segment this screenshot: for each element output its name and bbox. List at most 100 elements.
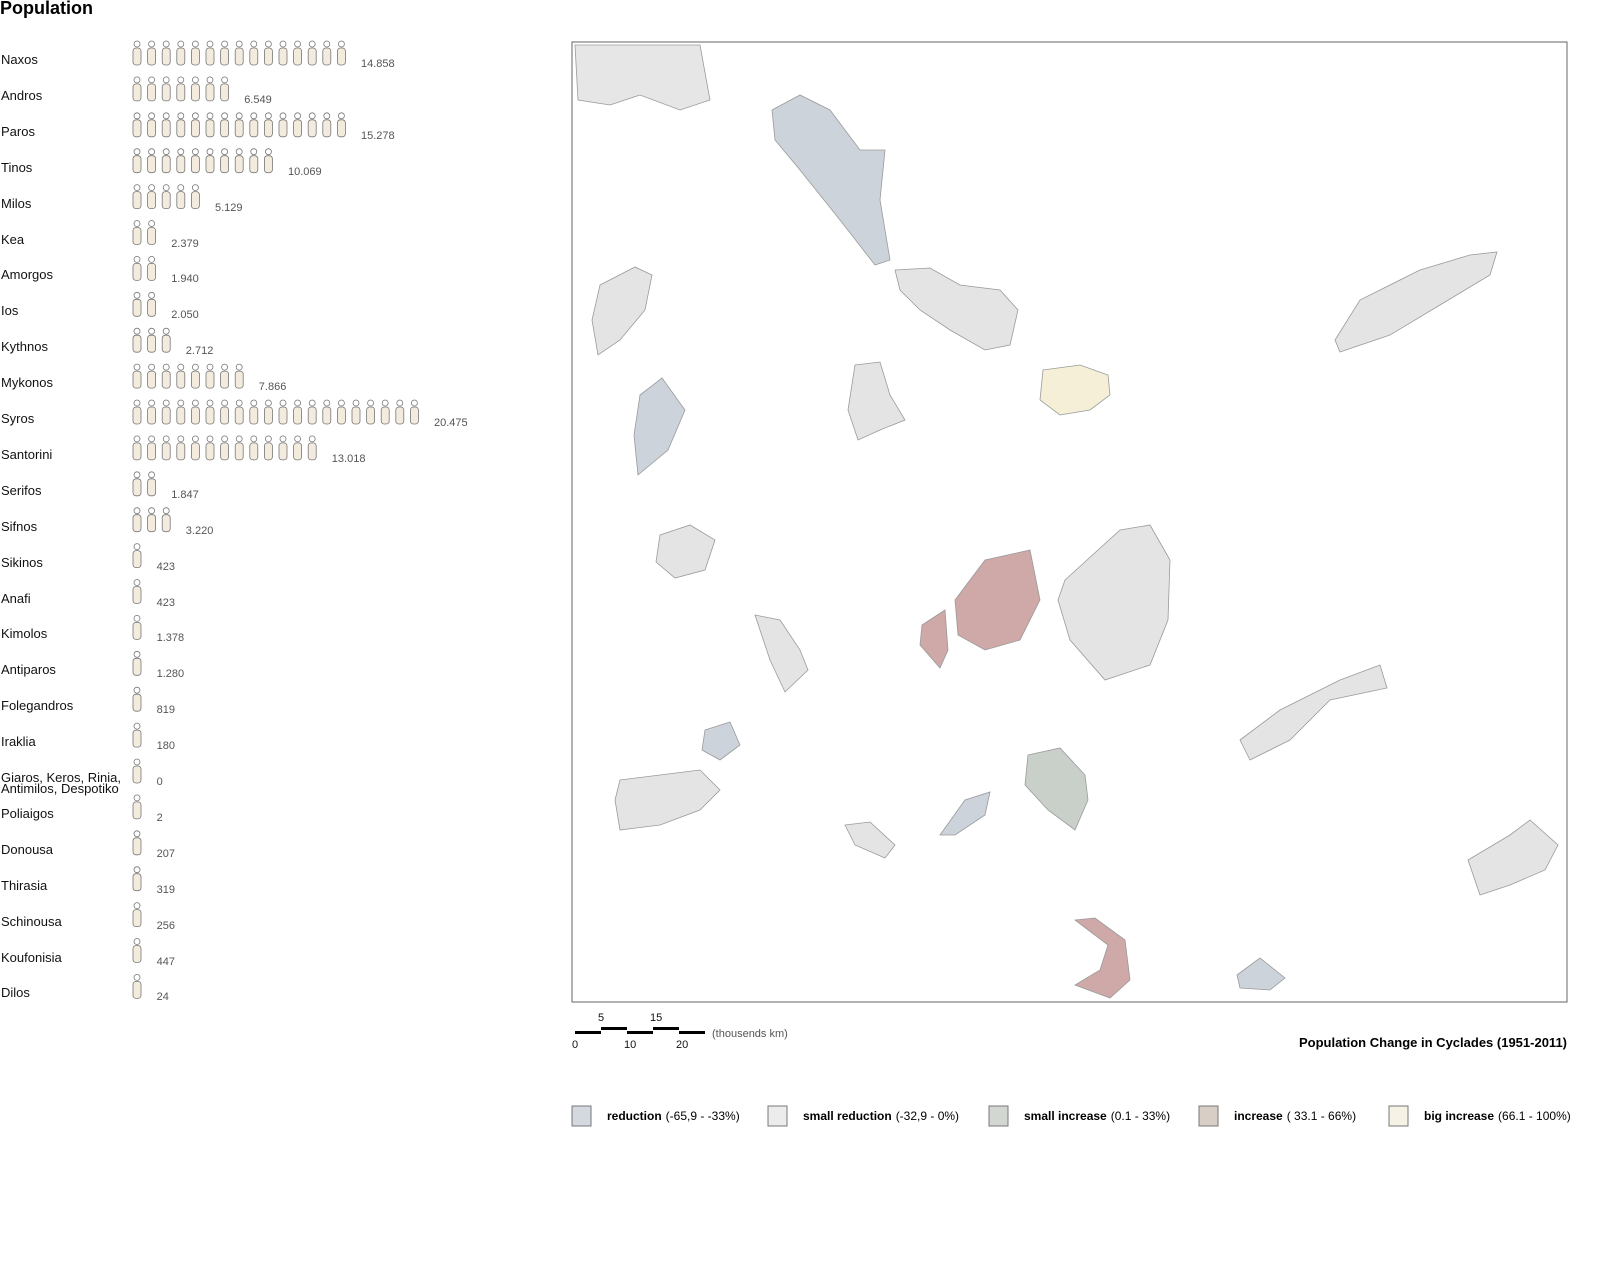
person-body (293, 119, 303, 138)
person-head (206, 40, 214, 48)
person-body (190, 442, 200, 461)
pictogram (132, 507, 171, 533)
person-head (191, 435, 199, 443)
person-head (162, 112, 170, 120)
population-label: 1.847 (171, 488, 199, 501)
person-body (205, 406, 215, 425)
person-body (322, 119, 332, 138)
person-body (322, 406, 332, 425)
island (574, 44, 711, 111)
person-head (162, 327, 170, 335)
person-head (148, 148, 156, 156)
island-name: Paros (1, 123, 35, 139)
person-body (132, 83, 142, 102)
person-body (263, 47, 273, 66)
person-head (133, 220, 141, 227)
person-head (133, 40, 141, 48)
person-body (190, 406, 200, 425)
person-body (205, 83, 215, 102)
scale-segment (575, 1031, 601, 1034)
person-head (162, 40, 170, 48)
island (919, 609, 949, 669)
population-label: 2.050 (171, 309, 199, 322)
island-name: Andros (1, 87, 43, 103)
person-body (132, 442, 142, 461)
island-name: Sikinos (1, 554, 43, 570)
person-body (220, 370, 230, 389)
island (847, 361, 906, 441)
person-body (132, 406, 142, 425)
scale-unit: (thousends km) (712, 1028, 788, 1040)
person-body (132, 729, 142, 748)
person-body (147, 406, 157, 425)
person-body (147, 191, 157, 210)
person-head (133, 722, 141, 730)
legend-range: (66.1 - 100%) (1498, 1109, 1571, 1123)
island (1236, 957, 1286, 991)
person-body (205, 47, 215, 66)
person-head (279, 112, 287, 120)
person-head (323, 399, 331, 407)
person-head (221, 399, 229, 407)
person-body (132, 765, 142, 784)
population-label: 6.549 (244, 93, 272, 106)
person-head (133, 866, 141, 874)
person-body (220, 406, 230, 425)
person-head (235, 363, 243, 371)
person-head (133, 471, 141, 479)
person-head (133, 291, 141, 299)
population-label: 1.280 (156, 668, 185, 681)
person-head (308, 435, 316, 443)
island-name: Kythnos (1, 339, 48, 355)
island-name: Antiparos (1, 662, 56, 678)
person-body (132, 693, 142, 712)
pictogram (132, 40, 346, 66)
person-body (147, 262, 157, 281)
person-body (147, 155, 157, 174)
person-body (307, 406, 317, 425)
island (655, 524, 716, 579)
person-body (132, 657, 142, 676)
island-name: Schinousa (1, 913, 62, 929)
person-body (176, 191, 186, 210)
person-body (234, 47, 244, 66)
population-label: 1.378 (156, 632, 185, 645)
population-label: 13.018 (331, 452, 366, 465)
island-name: Tinos (1, 159, 33, 175)
person-head (133, 507, 141, 515)
person-body (234, 442, 244, 461)
population-label: 2 (156, 811, 163, 824)
person-body (176, 370, 186, 389)
person-head (264, 435, 272, 443)
legend-name: small reduction (803, 1109, 892, 1123)
island (1073, 917, 1131, 999)
island (1334, 251, 1498, 353)
island (754, 614, 809, 693)
island-name: Ios (1, 303, 19, 319)
person-head (367, 399, 375, 407)
person-head (133, 543, 141, 550)
title: Population (0, 0, 93, 18)
person-head (177, 40, 185, 48)
person-head (294, 112, 302, 120)
person-body (161, 442, 171, 461)
person-body (161, 191, 171, 210)
person-head (148, 255, 156, 263)
island-name: Anafi (1, 590, 31, 606)
pictogram (132, 363, 244, 389)
island (1024, 747, 1089, 831)
island (614, 769, 721, 831)
legend-swatch (767, 1105, 788, 1127)
person-body (366, 406, 376, 425)
legend-entry: small increase (0.1 - 33%) (1024, 1109, 1170, 1123)
person-head (264, 399, 272, 407)
pictogram (132, 902, 142, 927)
pictogram (132, 579, 142, 604)
person-body (380, 406, 390, 425)
person-head (177, 148, 185, 156)
legend-name: big increase (1424, 1109, 1495, 1123)
person-body (132, 550, 142, 568)
person-body (220, 155, 230, 174)
person-head (162, 148, 170, 156)
